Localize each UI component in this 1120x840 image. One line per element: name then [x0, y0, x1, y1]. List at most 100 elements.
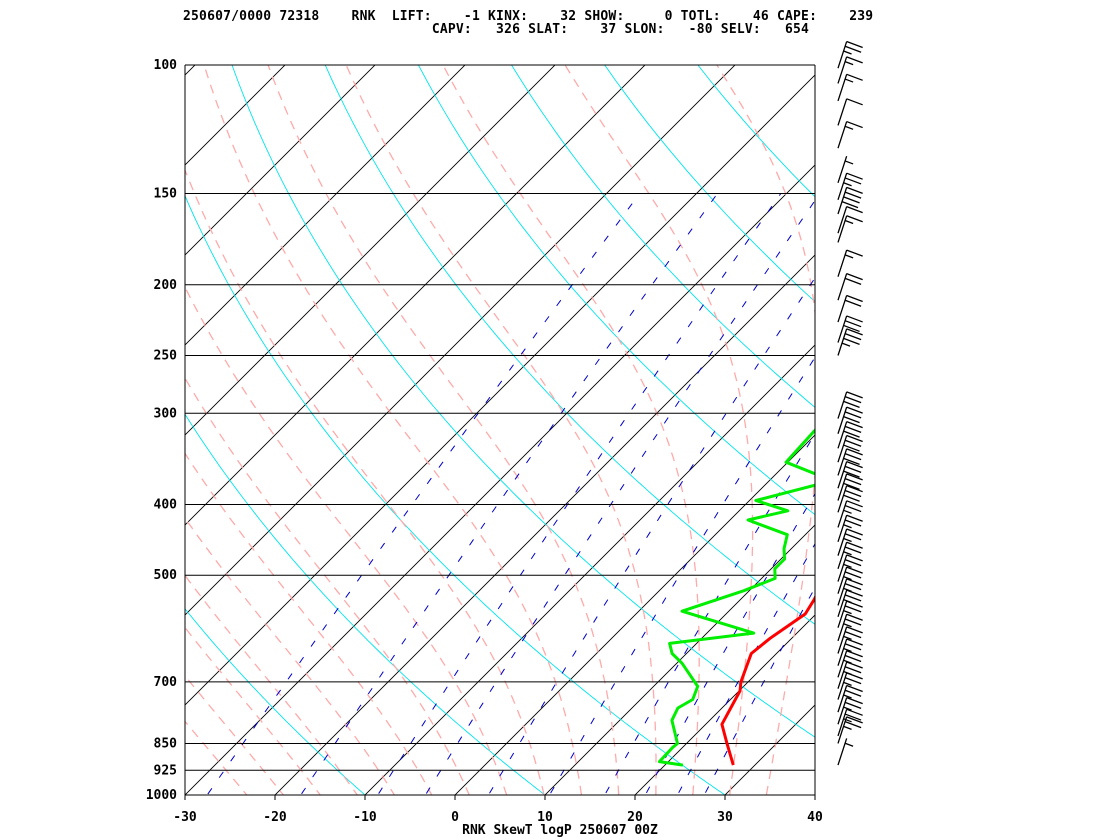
wind-barb [837, 155, 854, 183]
plot-frame [184, 65, 816, 796]
chart-title: RNK SkewT logP 250607 00Z [462, 823, 658, 838]
wind-barb-feather [846, 56, 863, 64]
wind-barb-half-feather [844, 160, 854, 165]
wind-barb-staff [837, 473, 848, 501]
wind-barb-feather [844, 546, 862, 554]
isobar-lines [185, 64, 815, 796]
isotherm-line [454, 434, 815, 795]
wind-barb-feather [844, 594, 862, 602]
wind-barb-feather [844, 533, 862, 541]
temperature-tick-label: -10 [353, 810, 377, 825]
wind-barb [837, 56, 863, 84]
wind-barb [837, 684, 863, 713]
wind-barb-staff [837, 614, 848, 642]
wind-barb-feather [843, 457, 860, 465]
wind-barb-feather [844, 277, 862, 285]
mixing-ratio-line [703, 586, 815, 795]
pressure-tick-label: 150 [154, 187, 178, 202]
wind-barb-feather [843, 470, 860, 478]
wind-barb-feather [844, 489, 862, 498]
wind-barb-feather [846, 613, 863, 621]
wind-barb-staff [837, 500, 848, 528]
wind-barb-staff [837, 515, 848, 543]
wind-barb-staff [837, 391, 848, 419]
wind-barb-half-feather [843, 182, 852, 187]
wind-barb-feather [846, 249, 863, 257]
wind-barb-feather [844, 320, 862, 328]
moist-adiabat-line [185, 168, 545, 795]
wind-barb-feather [844, 411, 862, 419]
pressure-axis: 100 150 200 250 300 400 500 700 850 925 1000 [146, 58, 177, 803]
temperature-profile [720, 594, 815, 766]
dry-adiabat-line [185, 794, 186, 795]
wind-barb-half-feather [844, 219, 854, 225]
wind-barb-feather [844, 439, 862, 447]
wind-barb-half-feather [843, 670, 852, 676]
wind-barb-staff [837, 589, 848, 617]
wind-barb-staff [837, 661, 848, 689]
pressure-tick-label: 500 [154, 568, 178, 583]
wind-barb-half-feather [843, 681, 852, 687]
wind-barb-half-feather [843, 647, 852, 653]
wind-barb-staff [837, 98, 848, 126]
wind-barb [837, 650, 863, 678]
mixing-ratio-line [604, 433, 815, 795]
wind-barb-feather [846, 528, 863, 536]
wind-barb-half-feather [843, 524, 852, 529]
wind-barb-half-feather [843, 706, 852, 711]
wind-barb-feather [846, 514, 863, 522]
isotherm-line [634, 614, 815, 795]
wind-barb-half-feather [843, 575, 852, 581]
wind-barb-feather [846, 638, 863, 646]
wind-barb-feather [844, 478, 862, 486]
wind-barb [837, 215, 863, 243]
wind-barb [837, 578, 863, 606]
isotherm-line [364, 344, 815, 795]
wind-barb-feather [843, 324, 860, 333]
wind-barb-staff [837, 672, 848, 700]
wind-barb-feather [846, 215, 863, 223]
wind-barb [837, 73, 863, 102]
temperature-tick-label: 0 [451, 810, 459, 825]
wind-barb-feather [846, 294, 863, 303]
wind-barb-feather [846, 73, 863, 81]
wind-barb [837, 120, 863, 149]
wind-barb [837, 406, 863, 434]
wind-barb-feather [844, 519, 862, 527]
wind-barb-staff [837, 295, 848, 323]
wind-barb-staff [837, 41, 848, 69]
wind-barb-staff [837, 738, 848, 766]
wind-barb-staff [837, 206, 848, 234]
pressure-tick-label: 200 [154, 278, 178, 293]
wind-barb [837, 434, 863, 463]
wind-barb-feather [846, 186, 863, 194]
pressure-tick-label: 400 [154, 498, 178, 513]
wind-barb-feather [846, 716, 863, 724]
wind-barb-feather [844, 425, 862, 434]
wind-barb-feather [843, 430, 860, 438]
wind-barb-staff [837, 600, 848, 628]
wind-barb-feather [843, 196, 860, 204]
isotherm-line [185, 65, 196, 76]
wind-barb-staff [837, 74, 848, 102]
wind-barb-half-feather [843, 50, 852, 55]
wind-barb-staff [837, 172, 848, 201]
wind-barb-feather [846, 434, 863, 443]
dry-adiabat-line [185, 194, 726, 795]
wind-barb [837, 716, 863, 744]
wind-barb-half-feather [843, 599, 852, 604]
wind-barb-half-feather [844, 125, 854, 130]
wind-barb-half-feather [843, 551, 852, 556]
wind-barb [837, 485, 863, 513]
wind-barb-half-feather [843, 609, 852, 615]
wind-barb [837, 294, 863, 323]
wind-barb [837, 98, 863, 126]
temperature-tick-label: 40 [807, 810, 823, 825]
wind-barb [837, 500, 863, 528]
wind-barb-feather [846, 406, 863, 414]
isotherm-line [185, 65, 286, 166]
wind-barb-feather [846, 554, 863, 562]
wind-barb [837, 554, 863, 582]
moist-adiabat-line [185, 720, 248, 795]
